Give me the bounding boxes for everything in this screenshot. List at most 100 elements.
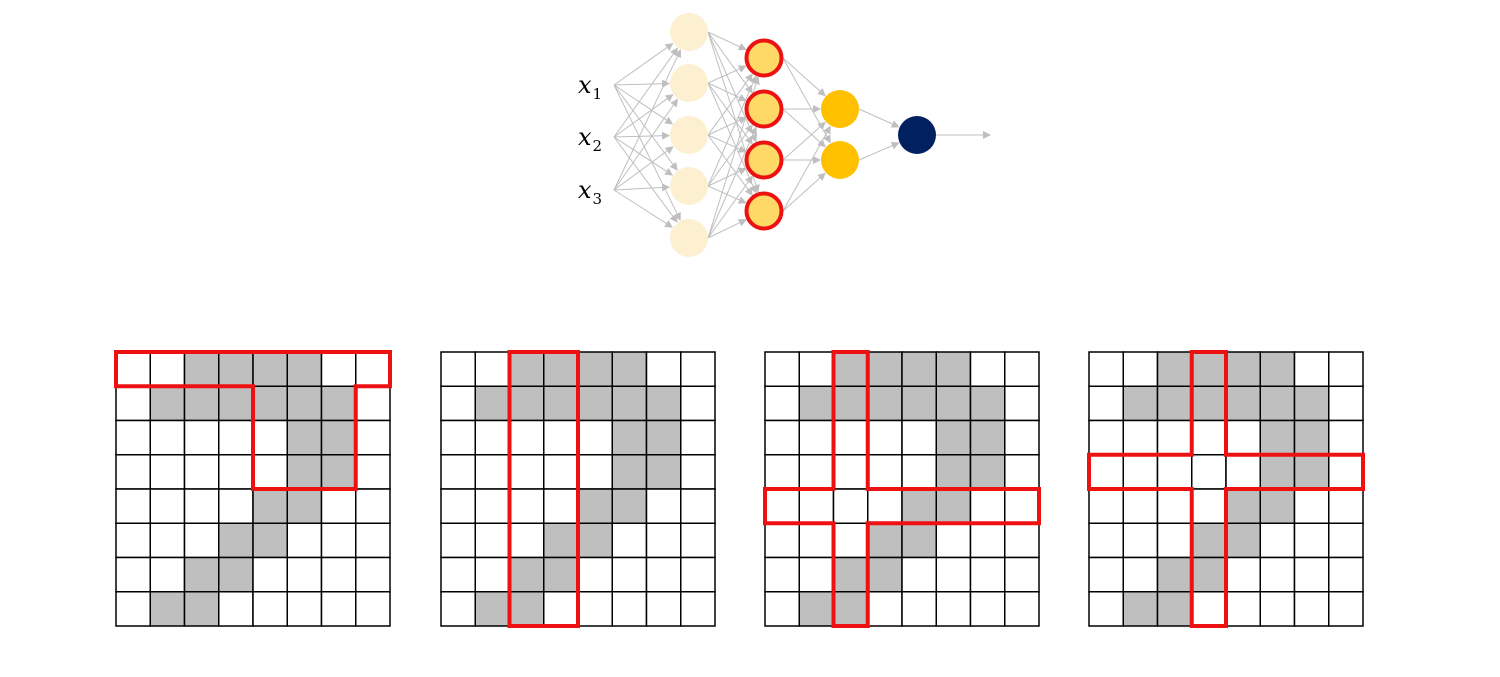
edge-l2n4-l3n2 xyxy=(782,172,826,212)
grid-cell xyxy=(543,419,579,456)
grid-cell xyxy=(508,488,545,524)
grid-cell xyxy=(680,454,716,490)
grid-cell xyxy=(901,556,937,593)
grid-cell xyxy=(1191,385,1227,422)
grid-cell xyxy=(798,488,835,524)
edge-l1n5-l2n3 xyxy=(707,175,753,239)
grid-cell xyxy=(645,454,682,490)
grid-cell xyxy=(218,351,254,387)
grid-cell xyxy=(832,591,869,627)
grid-cell xyxy=(1191,522,1227,559)
edge-l1n2-l2n4 xyxy=(707,82,757,194)
grid-cell xyxy=(1156,351,1193,387)
grid-cell xyxy=(474,522,511,559)
edge-in2-h1n4 xyxy=(613,136,674,176)
grid-cell xyxy=(611,556,648,593)
grid-cell xyxy=(543,591,579,627)
grid-cell xyxy=(149,591,186,627)
grid-cell xyxy=(1293,351,1330,387)
grid-cell xyxy=(252,522,288,559)
edge-l1n2-l2n2 xyxy=(707,82,747,102)
grid-cell xyxy=(901,591,937,627)
edge-in3-h1n3 xyxy=(613,146,674,191)
grid-cell xyxy=(543,385,579,422)
edge-l2n1-l3n1 xyxy=(782,57,826,97)
hidden-1-node-3 xyxy=(670,116,708,154)
grid-cell xyxy=(935,454,972,490)
grid-cell xyxy=(508,454,545,490)
grid-cell xyxy=(440,488,476,524)
grid-cell xyxy=(832,385,869,422)
edge-l2n2-l3n2 xyxy=(782,108,826,148)
grid-cell xyxy=(1293,419,1330,456)
edge-l3n2-l4n1 xyxy=(858,142,900,161)
grid-cell xyxy=(1225,351,1261,387)
grid-cell xyxy=(969,556,1006,593)
grid-cell xyxy=(680,385,716,422)
grid-cell xyxy=(798,522,835,559)
edge-l1n2-l2n3 xyxy=(707,82,753,145)
grid-cell xyxy=(577,591,613,627)
network-edges xyxy=(613,31,991,239)
grid-cell xyxy=(474,556,511,593)
edge-in3-h1n4 xyxy=(613,183,671,192)
grid-cell xyxy=(440,556,476,593)
grid-cell xyxy=(680,419,716,456)
input-labels: x1 x2 x3 xyxy=(578,71,602,208)
grid-cell xyxy=(901,488,937,524)
grid-cell xyxy=(1225,522,1261,559)
grid-cell xyxy=(543,454,579,490)
receptive-field-grids xyxy=(114,350,1365,628)
grid-cell xyxy=(252,419,288,456)
grid-cell xyxy=(1088,591,1124,627)
grid-cell xyxy=(543,488,579,524)
edge-in1-h1n2 xyxy=(613,79,671,88)
grid-cell xyxy=(867,556,903,593)
grid-cell xyxy=(1328,488,1364,524)
grid-cell xyxy=(320,454,357,490)
edge-l1n3-l2n1 xyxy=(707,73,753,136)
grid-cell xyxy=(1191,488,1227,524)
grid-cell xyxy=(218,454,254,490)
grid-cell xyxy=(764,419,800,456)
grid-cell xyxy=(611,522,648,559)
grid-cell xyxy=(1122,385,1159,422)
output-node-1 xyxy=(898,116,936,154)
edge-in3-h1n5 xyxy=(613,189,673,228)
grid-cell xyxy=(1191,556,1227,593)
grid-cell xyxy=(935,488,972,524)
grid-cell xyxy=(969,419,1006,456)
grid-cell xyxy=(183,488,220,524)
grid-cell xyxy=(832,488,869,524)
grid-cell xyxy=(355,522,391,559)
receptive-field-outline xyxy=(114,350,392,491)
grid-cell xyxy=(969,385,1006,422)
hidden-1-node-5 xyxy=(670,219,708,257)
grid-cell xyxy=(577,419,613,456)
grid-cell xyxy=(901,454,937,490)
edge-in2-h1n1 xyxy=(613,47,678,138)
grid-cell xyxy=(611,488,648,524)
hidden-1-node-2 xyxy=(670,64,708,102)
grid-cell xyxy=(355,385,391,422)
grid-cell xyxy=(764,591,800,627)
grid-cell xyxy=(286,351,323,387)
grid-cell xyxy=(798,556,835,593)
grid-cell xyxy=(1259,454,1296,490)
grid-cell xyxy=(867,385,903,422)
grid-cell xyxy=(645,556,682,593)
grid-cell xyxy=(798,419,835,456)
grid-cell xyxy=(1328,385,1364,422)
grid-cell xyxy=(645,488,682,524)
grid-cell xyxy=(1328,522,1364,559)
grid-cell xyxy=(1156,419,1193,456)
edge-l2n3-l3n1 xyxy=(782,121,826,161)
grid-cell xyxy=(577,385,613,422)
grid-cell xyxy=(867,522,903,559)
edge-in1-h1n3 xyxy=(613,84,674,125)
grid-cell xyxy=(577,351,613,387)
input-label-2: x2 xyxy=(578,123,602,155)
grid-cell xyxy=(1156,385,1193,422)
grid-cell xyxy=(252,591,288,627)
